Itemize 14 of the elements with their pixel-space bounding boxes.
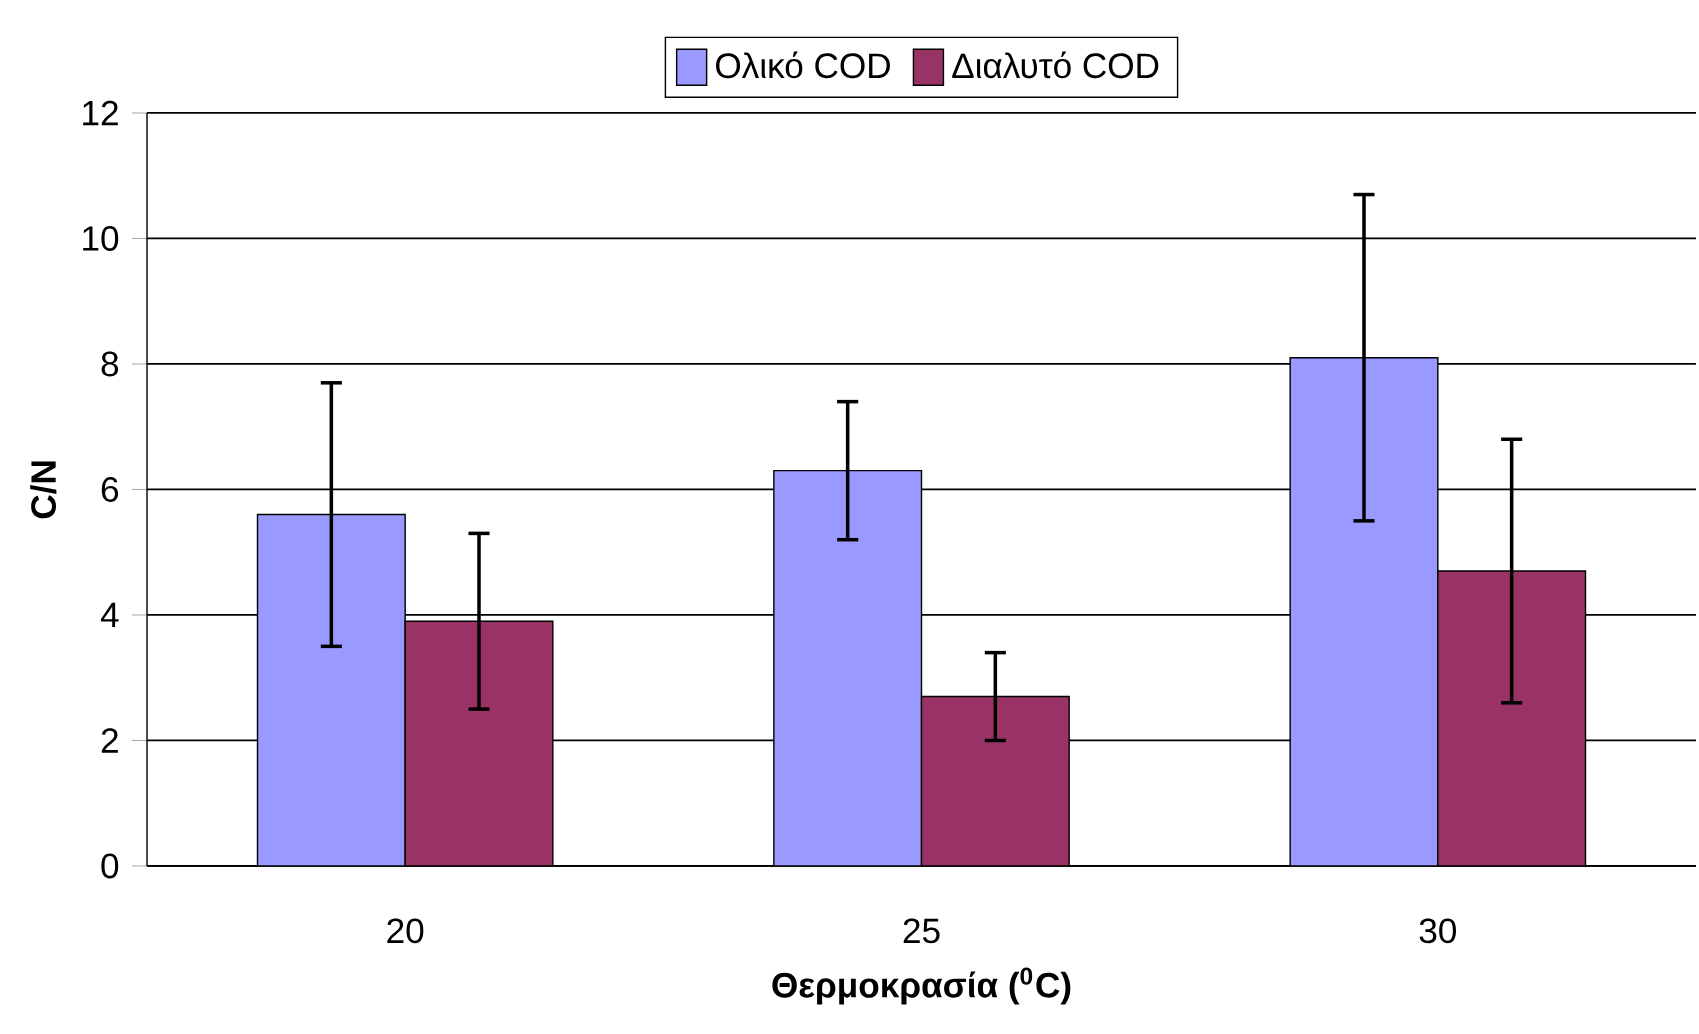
x-axis-title: Θερμοκρασία ($^{0}$C) <box>772 967 1071 1005</box>
x-tick-label: 25 <box>903 918 940 944</box>
y-axis-title: C/N <box>30 461 57 519</box>
x-tick-label: 30 <box>1419 918 1456 944</box>
legend-label: Ολικό COD <box>716 51 890 79</box>
y-tick-label: 12 <box>83 100 118 126</box>
y-tick-label: 2 <box>101 728 118 753</box>
legend-label: Διαλυτό COD <box>952 51 1159 79</box>
y-tick-label: 0 <box>101 853 119 879</box>
x-tick-label: 20 <box>387 918 424 944</box>
y-tick-label: 6 <box>101 477 119 502</box>
y-tick-label: 4 <box>100 602 119 628</box>
y-tick-label: 8 <box>101 351 119 377</box>
y-tick-label: 10 <box>83 226 119 251</box>
